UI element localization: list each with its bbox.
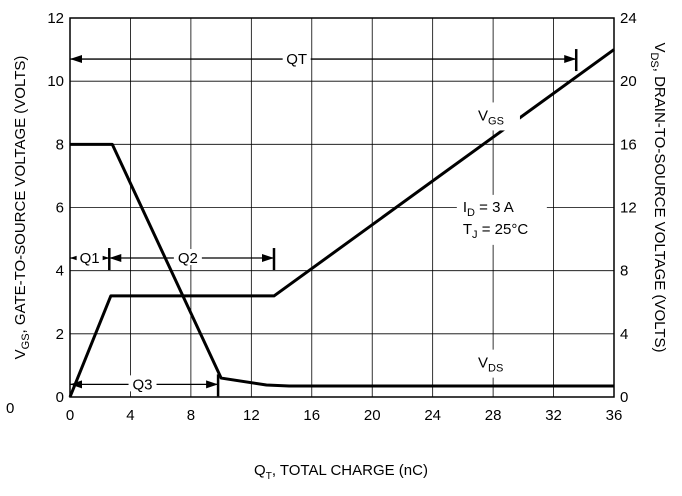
y-right-tick-label: 4 xyxy=(620,326,628,343)
arrow-head xyxy=(206,380,219,389)
annotation-label-bg xyxy=(283,50,310,67)
condition-label: ID = 3 A xyxy=(463,199,514,219)
annotation-label-q2: Q2 xyxy=(178,250,198,267)
origin-label: 0 xyxy=(6,400,14,417)
y-right-tick-label: 24 xyxy=(620,10,637,27)
arrow-head xyxy=(70,55,82,64)
y-left-axis-title: VGS, GATE-TO-SOURCE VOLTAGE (VOLTS) xyxy=(12,56,32,360)
annotation-label-qt: QT xyxy=(286,51,307,68)
arrow-head xyxy=(109,254,122,263)
y-right-axis-title: VDS, DRAIN-TO-SOURCE VOLTAGE (VOLTS) xyxy=(648,42,668,352)
condition-label: TJ = 25°C xyxy=(463,221,528,241)
charge-annotations: QT Q1 Q2 Q3 xyxy=(70,49,578,397)
y-right-tick-label: 0 xyxy=(620,389,628,406)
y-left-tick-label: 4 xyxy=(56,263,64,280)
y-right-axis-ticks: 0 4 8 12 16 20 24 xyxy=(620,10,637,406)
plot-frame xyxy=(69,17,615,398)
series-label-vgs: VGS xyxy=(478,107,504,127)
annotation-label-q1: Q1 xyxy=(80,250,100,267)
label-bg xyxy=(471,349,520,378)
y-right-tick-label: 12 xyxy=(620,200,637,217)
x-tick-label: 24 xyxy=(424,407,441,424)
series-line-vgs xyxy=(68,48,615,398)
arrow-head xyxy=(564,55,577,64)
x-axis-ticks: 0 4 8 12 16 20 24 28 32 36 xyxy=(66,407,623,424)
y-left-tick-label: 10 xyxy=(47,73,64,90)
x-tick-label: 12 xyxy=(243,407,260,424)
annotation-label-q3: Q3 xyxy=(133,376,153,393)
arrow-head xyxy=(262,254,274,263)
y-right-tick-label: 20 xyxy=(620,73,637,90)
x-tick-label: 36 xyxy=(606,407,623,424)
y-left-tick-label: 2 xyxy=(56,326,64,343)
y-left-tick-label: 0 xyxy=(56,389,64,406)
chart-labels: VGS VDS ID = 3 ATJ = 25°C 0 VGS, GATE-TO-SOU… xyxy=(6,42,668,417)
y-right-tick-label: 8 xyxy=(620,263,628,280)
series-label-vds: VDS xyxy=(478,355,503,375)
x-tick-label: 4 xyxy=(126,407,134,424)
annotation-label-bg xyxy=(76,249,103,266)
label-bg xyxy=(471,102,520,131)
annotation-label-bg xyxy=(174,249,201,266)
arrow-head xyxy=(70,380,82,389)
y-right-tick-label: 16 xyxy=(620,136,637,153)
series-lines xyxy=(68,48,615,398)
x-tick-label: 32 xyxy=(545,407,562,424)
y-left-tick-label: 12 xyxy=(47,10,64,27)
y-left-axis-ticks: 0 2 4 6 8 10 12 xyxy=(47,10,64,406)
x-tick-label: 16 xyxy=(303,407,320,424)
x-axis-title: QT, TOTAL CHARGE (nC) xyxy=(254,462,428,482)
x-tick-label: 0 xyxy=(66,407,74,424)
x-tick-label: 28 xyxy=(485,407,502,424)
y-left-tick-label: 6 xyxy=(56,200,64,217)
y-left-tick-label: 8 xyxy=(56,136,64,153)
x-tick-label: 20 xyxy=(364,407,381,424)
series-line-vds xyxy=(70,142,614,388)
grid-lines xyxy=(70,18,614,397)
x-tick-label: 8 xyxy=(187,407,195,424)
annotation-label-bg xyxy=(129,375,156,392)
conditions-bg xyxy=(456,194,547,245)
